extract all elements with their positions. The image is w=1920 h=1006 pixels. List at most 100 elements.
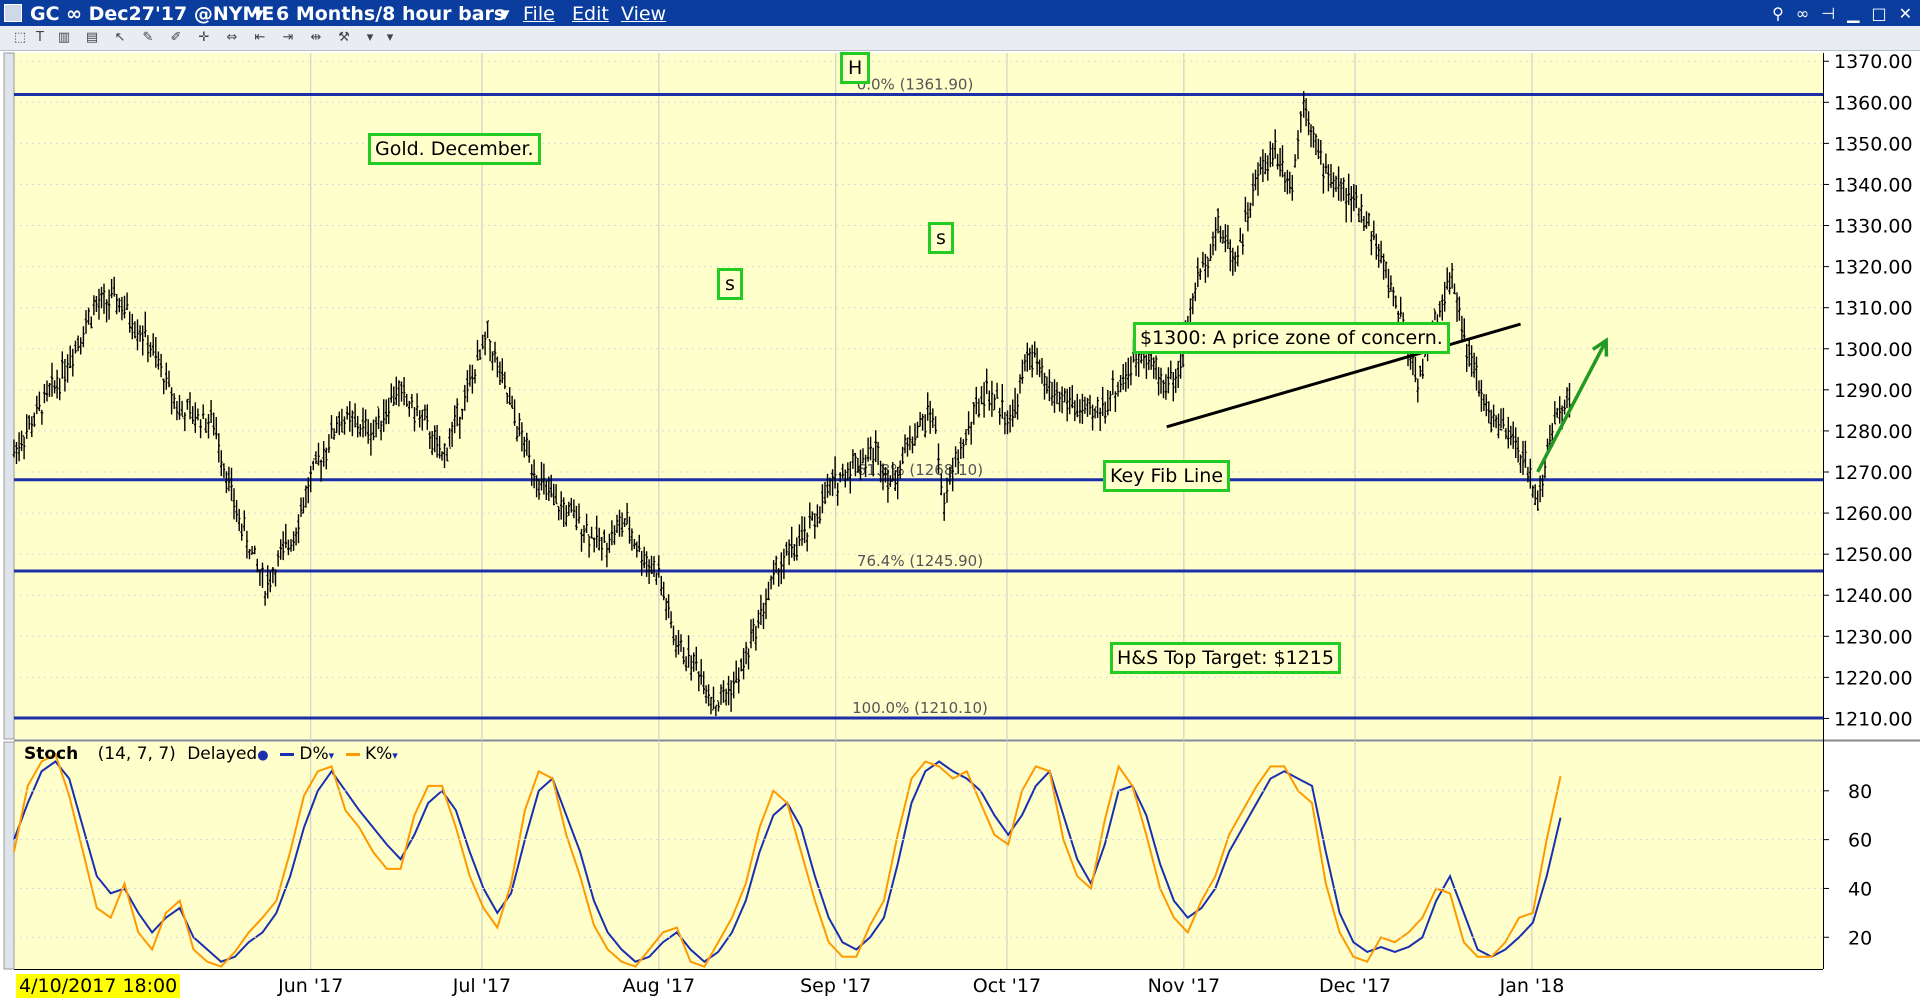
stoch-mode[interactable]: Delayed	[187, 744, 258, 764]
annotation-left-shoulder[interactable]: s	[717, 268, 743, 300]
price-tick-label: 1240.00	[1834, 585, 1913, 607]
pin-icon[interactable]: ⊣	[1821, 3, 1836, 23]
price-axis	[1823, 53, 1920, 739]
annotation-key-fib[interactable]: Key Fib Line	[1103, 460, 1231, 492]
stoch-panel-bg	[14, 742, 1823, 969]
stoch-params: (14, 7, 7)	[97, 744, 176, 764]
price-tick-label: 1220.00	[1834, 667, 1913, 689]
stoch-tick-label: 20	[1848, 927, 1872, 949]
price-tick-label: 1280.00	[1834, 421, 1913, 443]
cursor-date-readout: 4/10/2017 18:00	[16, 974, 181, 998]
annotation-title[interactable]: Gold. December.	[368, 133, 541, 165]
fib-label-3: 100.0% (1210.10)	[852, 699, 988, 717]
price-tick-label: 1230.00	[1834, 626, 1913, 648]
drawing-toolbar: ⬚ T ▥ ▤ ↖ ✎ ✐ ✛ ⇔ ⇤ ⇥ ⇹ ⚒ ▾ ▾	[0, 26, 1920, 51]
price-tick-label: 1250.00	[1834, 544, 1913, 566]
stoch-legend: Stoch (14, 7, 7) Delayed● D%▾ K%▾	[24, 744, 398, 764]
k-line-swatch-icon	[345, 752, 360, 756]
pen-icon[interactable]: ✐	[170, 30, 182, 45]
annotation-head[interactable]: H	[840, 52, 871, 84]
chain-icon[interactable]: ∞	[1795, 3, 1810, 23]
pencil-icon[interactable]: ✎	[142, 30, 154, 45]
menu-edit[interactable]: Edit	[572, 3, 609, 25]
price-tick-label: 1260.00	[1834, 503, 1913, 525]
neckline	[1166, 322, 1609, 473]
symbol-dropdown-icon[interactable]: ▾	[254, 3, 264, 25]
price-tick-label: 1300.00	[1834, 339, 1913, 361]
k-dropdown-icon[interactable]: ▾	[392, 749, 398, 762]
fib-levels: 0.0% (1361.90) 61.8% (1268.10) 76.4% (1245…	[14, 75, 1823, 720]
time-tick-label: Jan '18	[1499, 975, 1565, 997]
neckline-trendline	[1166, 322, 1521, 429]
d-label[interactable]: D%	[299, 744, 329, 764]
time-tick-label: Oct '17	[972, 975, 1042, 997]
zoom-icon[interactable]: ⇔	[226, 30, 238, 45]
more-dropdown-icon[interactable]: ▾	[386, 30, 394, 45]
text-tool-icon[interactable]: T	[36, 30, 44, 45]
price-tick-label: 1360.00	[1834, 92, 1913, 114]
pointer-icon[interactable]: ⬚	[13, 30, 27, 45]
time-tick-label: Dec '17	[1318, 975, 1392, 997]
k-percent-line	[13, 752, 1562, 968]
time-tick-label: Jun '17	[278, 975, 344, 997]
title-bar: GC ∞ Dec27'17 @NYME ▾ 6 Months/8 hour ba…	[0, 0, 1920, 26]
crosshair-icon[interactable]: ✛	[198, 30, 210, 45]
link-icon[interactable]: ⚲	[1772, 3, 1784, 23]
d-dropdown-icon[interactable]: ▾	[328, 749, 335, 762]
timeframe-dropdown-icon[interactable]: ▾	[500, 3, 510, 25]
price-y-axis: 1370.00 1360.00 1350.00 1340.00 1330.00 1320.…	[1823, 51, 1913, 730]
stoch-y-axis: 80 60 40 20	[14, 781, 1872, 949]
histogram-icon[interactable]: ▤	[85, 30, 99, 45]
time-tick-label: Aug '17	[622, 975, 696, 997]
bar-tool-icon[interactable]: ▥	[57, 30, 71, 45]
chart-area[interactable]: 0.0% (1361.90) 61.8% (1268.10) 76.4% (1245…	[0, 50, 1920, 971]
left-scrollbar[interactable]	[3, 52, 15, 740]
annotation-target[interactable]: H&S Top Target: $1215	[1110, 642, 1341, 674]
menu-view[interactable]: View	[621, 3, 667, 25]
price-panel-bg	[14, 53, 1823, 739]
cursor-icon[interactable]: ↖	[114, 30, 126, 45]
tools-dropdown-icon[interactable]: ▾	[366, 30, 374, 45]
price-tick-label: 1210.00	[1834, 708, 1913, 730]
timeframe-selector[interactable]: 6 Months/8 hour bars	[276, 3, 506, 25]
wrench-icon[interactable]: ⚒	[338, 30, 350, 45]
stoch-tick-label: 60	[1848, 830, 1872, 852]
price-tick-label: 1330.00	[1834, 216, 1913, 238]
compress-icon[interactable]: ⇹	[310, 30, 322, 45]
scroll-right-icon[interactable]: ⇥	[282, 30, 294, 45]
price-tick-label: 1370.00	[1834, 51, 1913, 73]
time-tick-label: Sep '17	[800, 975, 872, 997]
price-tick-label: 1310.00	[1834, 298, 1913, 320]
time-axis: Jun '17 Jul '17 Aug '17 Sep '17 Oct '17 Nov '…	[0, 971, 1920, 1006]
left-stoch-scrollbar[interactable]	[3, 741, 15, 970]
stoch-tick-label: 80	[1848, 781, 1872, 803]
stoch-tick-label: 40	[1848, 878, 1872, 900]
arrow-head-icon	[1591, 337, 1609, 357]
fib-label-0: 0.0% (1361.90)	[857, 75, 974, 93]
price-tick-label: 1270.00	[1834, 462, 1913, 484]
maximize-icon[interactable]: □	[1871, 3, 1887, 23]
stoch-name: Stoch	[24, 744, 79, 764]
scroll-left-icon[interactable]: ⇤	[254, 30, 266, 45]
fib-label-2: 76.4% (1245.90)	[857, 552, 983, 570]
gear-icon[interactable]: ●	[257, 748, 269, 763]
price-tick-label: 1340.00	[1834, 174, 1913, 196]
app-icon	[4, 4, 22, 22]
time-tick-label: Jul '17	[452, 975, 512, 997]
stoch-lines	[13, 752, 1562, 968]
d-line-swatch-icon	[279, 752, 294, 756]
menu-file[interactable]: File	[523, 3, 555, 25]
time-tick-label: Nov '17	[1147, 975, 1221, 997]
grid	[14, 53, 1823, 969]
symbol-selector[interactable]: GC ∞ Dec27'17 @NYME	[30, 3, 275, 25]
annotation-right-shoulder[interactable]: s	[928, 222, 954, 254]
minimize-icon[interactable]: ▁	[1847, 3, 1860, 23]
price-tick-label: 1290.00	[1834, 380, 1913, 402]
target-arrow-line	[1536, 339, 1608, 473]
close-icon[interactable]: ✕	[1898, 3, 1912, 23]
fib-label-1: 61.8% (1268.10)	[857, 461, 983, 479]
annotation-price-zone[interactable]: $1300: A price zone of concern.	[1133, 322, 1450, 354]
k-label[interactable]: K%	[364, 744, 393, 764]
price-tick-label: 1320.00	[1834, 257, 1913, 279]
stoch-axis	[1823, 742, 1920, 969]
